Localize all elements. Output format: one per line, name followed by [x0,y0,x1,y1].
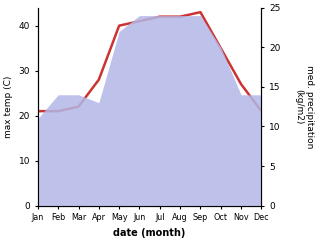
Y-axis label: med. precipitation
(kg/m2): med. precipitation (kg/m2) [294,65,314,148]
Y-axis label: max temp (C): max temp (C) [4,76,13,138]
X-axis label: date (month): date (month) [114,228,186,238]
